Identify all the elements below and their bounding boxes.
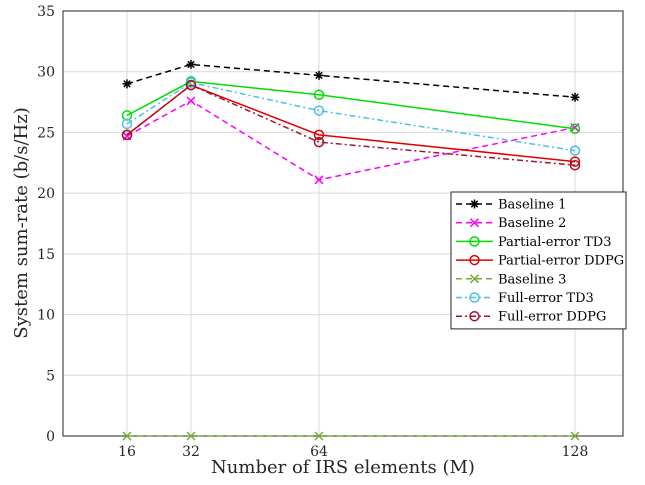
- x-tick-label: 16: [118, 444, 136, 460]
- legend-item: Baseline 3: [456, 272, 566, 287]
- series-line: [126, 84, 576, 163]
- legend-marker: [469, 218, 480, 228]
- x-tick-label: 64: [310, 444, 328, 460]
- legend-marker: [469, 310, 480, 322]
- legend-marker: [469, 254, 480, 266]
- data-point: [314, 431, 324, 441]
- data-point: [314, 175, 324, 185]
- legend-item: Full-error TD3: [456, 291, 594, 306]
- data-point: [313, 105, 325, 116]
- legend-marker: [470, 199, 479, 209]
- y-tick-label: 25: [37, 125, 55, 141]
- series-baseline-2: [122, 96, 580, 185]
- data-point: [569, 159, 581, 171]
- series-line: [126, 63, 576, 98]
- series-full-error-td3: [121, 77, 581, 156]
- data-point: [121, 118, 133, 130]
- y-ticks: 0 5 10 15 20 25 30 35: [37, 4, 55, 445]
- data-point: [314, 70, 324, 80]
- series-partial-error-td3: [121, 76, 581, 135]
- series-full-error-ddpg: [121, 79, 581, 171]
- series-group: [121, 59, 581, 441]
- y-tick-label: 30: [37, 65, 55, 81]
- data-point: [313, 129, 325, 141]
- series-line: [126, 99, 576, 181]
- legend-label: Baseline 1: [498, 198, 566, 213]
- y-tick-label: 20: [37, 186, 55, 202]
- x-tick-label: 32: [182, 444, 200, 460]
- data-point: [569, 156, 581, 167]
- data-point: [313, 136, 325, 148]
- legend-label: Baseline 3: [498, 272, 566, 287]
- series-baseline-1: [122, 59, 580, 102]
- x-axis-label: Number of IRS elements (M): [211, 457, 475, 478]
- data-point: [186, 431, 196, 441]
- data-point: [122, 79, 132, 89]
- legend: Baseline 1 Baseline 2 Partial-error TD3 Par…: [450, 191, 627, 330]
- x-ticks: 16 32 64 128: [118, 444, 588, 460]
- data-point: [121, 129, 133, 141]
- legend-label: Full-error TD3: [498, 291, 594, 306]
- legend-item: Baseline 2: [456, 216, 566, 231]
- y-tick-label: 35: [37, 4, 55, 20]
- legend-label: Baseline 2: [498, 216, 566, 231]
- y-tick-label: 10: [37, 308, 55, 324]
- data-point: [185, 79, 197, 91]
- legend-item: Baseline 1: [456, 198, 566, 213]
- legend-marker: [469, 236, 480, 247]
- data-point: [569, 145, 581, 156]
- y-tick-label: 5: [46, 368, 55, 384]
- series-baseline-3: [122, 431, 580, 441]
- data-point: [570, 431, 580, 441]
- data-point: [186, 59, 196, 69]
- data-point: [313, 89, 325, 101]
- legend-label: Full-error DDPG: [498, 310, 606, 325]
- data-point: [570, 92, 580, 102]
- legend-label: Partial-error TD3: [498, 235, 611, 250]
- legend-item: Partial-error DDPG: [456, 254, 624, 269]
- y-tick-label: 0: [46, 429, 55, 445]
- x-tick-label: 128: [562, 444, 589, 460]
- data-point: [569, 123, 581, 135]
- series-line: [126, 80, 576, 130]
- legend-marker: [469, 274, 480, 284]
- legend-item: Full-error DDPG: [456, 310, 606, 325]
- legend-label: Partial-error DDPG: [498, 254, 624, 269]
- data-point: [186, 96, 196, 106]
- y-tick-label: 15: [37, 247, 55, 263]
- y-axis-label: System sum-rate (b/s/Hz): [11, 107, 32, 338]
- series-line: [126, 81, 576, 152]
- data-point: [122, 431, 132, 441]
- legend-item: Partial-error TD3: [456, 235, 611, 250]
- legend-marker: [469, 292, 480, 303]
